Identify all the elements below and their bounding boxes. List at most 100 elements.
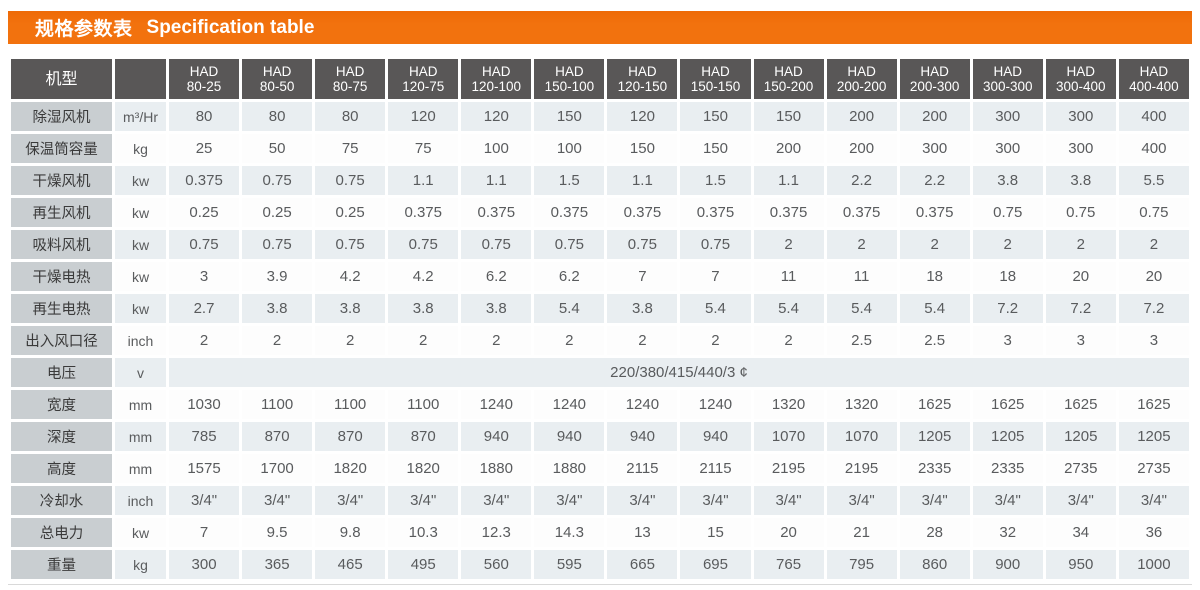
unit-cell: kw	[115, 294, 166, 323]
unit-cell: kg	[115, 134, 166, 163]
value-cell: 2195	[826, 454, 897, 483]
table-row: 保温筒容量 kg 25 50 75 75 100 100 150 150 200 200 300 300 3…	[11, 134, 1189, 163]
value-cell: 3.9	[242, 262, 313, 291]
value-cell: 1100	[388, 390, 459, 419]
value-cell: 665	[607, 550, 678, 579]
value-cell: 0.75	[315, 230, 386, 259]
value-cell: 1205	[899, 422, 970, 451]
model-code: 80-75	[332, 79, 368, 94]
value-cell: 2115	[607, 454, 678, 483]
table-row: 干燥电热 kw 3 3.9 4.2 4.2 6.2 6.2 7 7 11 11 18 18 20 20	[11, 262, 1189, 291]
value-cell: 940	[680, 422, 751, 451]
value-cell: 765	[753, 550, 824, 579]
value-cell: 2	[607, 326, 678, 355]
value-cell: 0.375	[826, 198, 897, 227]
value-cell: 1100	[315, 390, 386, 419]
value-cell: 400	[1118, 134, 1189, 163]
unit-cell: kw	[115, 230, 166, 259]
model-series: HAD	[993, 64, 1022, 79]
value-cell: 3/4"	[826, 486, 897, 515]
value-cell: 2735	[1118, 454, 1189, 483]
value-cell: 80	[242, 102, 313, 131]
value-cell: 20	[1045, 262, 1116, 291]
value-cell: 1030	[169, 390, 240, 419]
value-cell: 0.375	[169, 166, 240, 195]
value-cell: 4.2	[388, 262, 459, 291]
value-cell: 3.8	[972, 166, 1043, 195]
model-header-cell: HAD 80-50	[242, 59, 313, 99]
value-cell: 7.2	[972, 294, 1043, 323]
value-cell: 940	[534, 422, 605, 451]
value-cell: 2335	[972, 454, 1043, 483]
value-cell: 1205	[1045, 422, 1116, 451]
value-cell: 3/4"	[534, 486, 605, 515]
model-header-cell: HAD 200-200	[826, 59, 897, 99]
value-cell: 2	[315, 326, 386, 355]
value-cell: 0.375	[461, 198, 532, 227]
value-cell: 3.8	[461, 294, 532, 323]
value-cell: 3/4"	[753, 486, 824, 515]
model-code: 120-150	[617, 79, 668, 94]
value-cell: 1880	[534, 454, 605, 483]
spec-table-wrap: 机型 HAD 80-25 HAD 80-50 HAD 80-75 HAD 120-75 HAD 12…	[8, 56, 1192, 582]
model-code: 150-200	[763, 79, 814, 94]
value-cell: 9.8	[315, 518, 386, 547]
value-cell: 5.4	[534, 294, 605, 323]
value-cell: 3.8	[315, 294, 386, 323]
value-cell: 2	[899, 230, 970, 259]
value-cell: 80	[169, 102, 240, 131]
value-cell: 2	[1118, 230, 1189, 259]
value-cell: 795	[826, 550, 897, 579]
value-cell: 80	[315, 102, 386, 131]
title-english: Specification table	[146, 16, 315, 38]
table-row: 再生电热 kw 2.7 3.8 3.8 3.8 3.8 5.4 3.8 5.4 5.4 5.4 5.4 7…	[11, 294, 1189, 323]
value-cell: 2	[753, 326, 824, 355]
model-series: HAD	[555, 64, 584, 79]
value-cell: 12.3	[461, 518, 532, 547]
model-header-cell: HAD 400-400	[1118, 59, 1189, 99]
value-cell: 7.2	[1118, 294, 1189, 323]
row-label-cell: 除湿风机	[11, 102, 112, 131]
value-cell: 595	[534, 550, 605, 579]
value-cell: 200	[753, 134, 824, 163]
value-cell: 0.375	[388, 198, 459, 227]
value-cell: 0.75	[242, 230, 313, 259]
value-cell: 6.2	[461, 262, 532, 291]
value-cell: 0.375	[899, 198, 970, 227]
value-cell: 2	[242, 326, 313, 355]
value-cell: 0.25	[242, 198, 313, 227]
model-header-cell: HAD 150-150	[680, 59, 751, 99]
value-cell: 495	[388, 550, 459, 579]
unit-cell: v	[115, 358, 166, 387]
model-code: 150-100	[544, 79, 595, 94]
value-cell: 25	[169, 134, 240, 163]
value-cell: 150	[534, 102, 605, 131]
model-series: HAD	[335, 64, 365, 79]
value-cell: 2735	[1045, 454, 1116, 483]
value-cell: 200	[899, 102, 970, 131]
model-code: 80-25	[186, 79, 222, 94]
table-row: 冷却水 inch 3/4" 3/4" 3/4" 3/4" 3/4" 3/4" 3/4" 3/4" 3…	[11, 486, 1189, 515]
value-cell: 3.8	[388, 294, 459, 323]
value-cell: 300	[972, 134, 1043, 163]
table-row: 重量 kg 300 365 465 495 560 595 665 695 765 795 860 900…	[11, 550, 1189, 579]
value-cell: 200	[826, 134, 897, 163]
model-code: 150-150	[690, 79, 741, 94]
row-label-cell: 总电力	[11, 518, 112, 547]
row-label-cell: 干燥风机	[11, 166, 112, 195]
value-cell: 300	[1045, 134, 1116, 163]
value-cell: 2	[388, 326, 459, 355]
model-header-cell: HAD 150-100	[534, 59, 605, 99]
model-series: HAD	[482, 64, 511, 79]
value-cell: 300	[899, 134, 970, 163]
value-cell: 870	[388, 422, 459, 451]
table-row: 总电力 kw 7 9.5 9.8 10.3 12.3 14.3 13 15 20 21 28 32 34 36	[11, 518, 1189, 547]
value-cell: 7	[680, 262, 751, 291]
row-label-cell: 宽度	[11, 390, 112, 419]
model-header-cell: HAD 120-100	[461, 59, 532, 99]
value-cell: 900	[972, 550, 1043, 579]
table-row: 宽度 mm 1030 1100 1100 1100 1240 1240 1240 1240 1320…	[11, 390, 1189, 419]
model-series: HAD	[189, 64, 219, 79]
model-series: HAD	[628, 64, 657, 79]
value-cell: 5.4	[826, 294, 897, 323]
